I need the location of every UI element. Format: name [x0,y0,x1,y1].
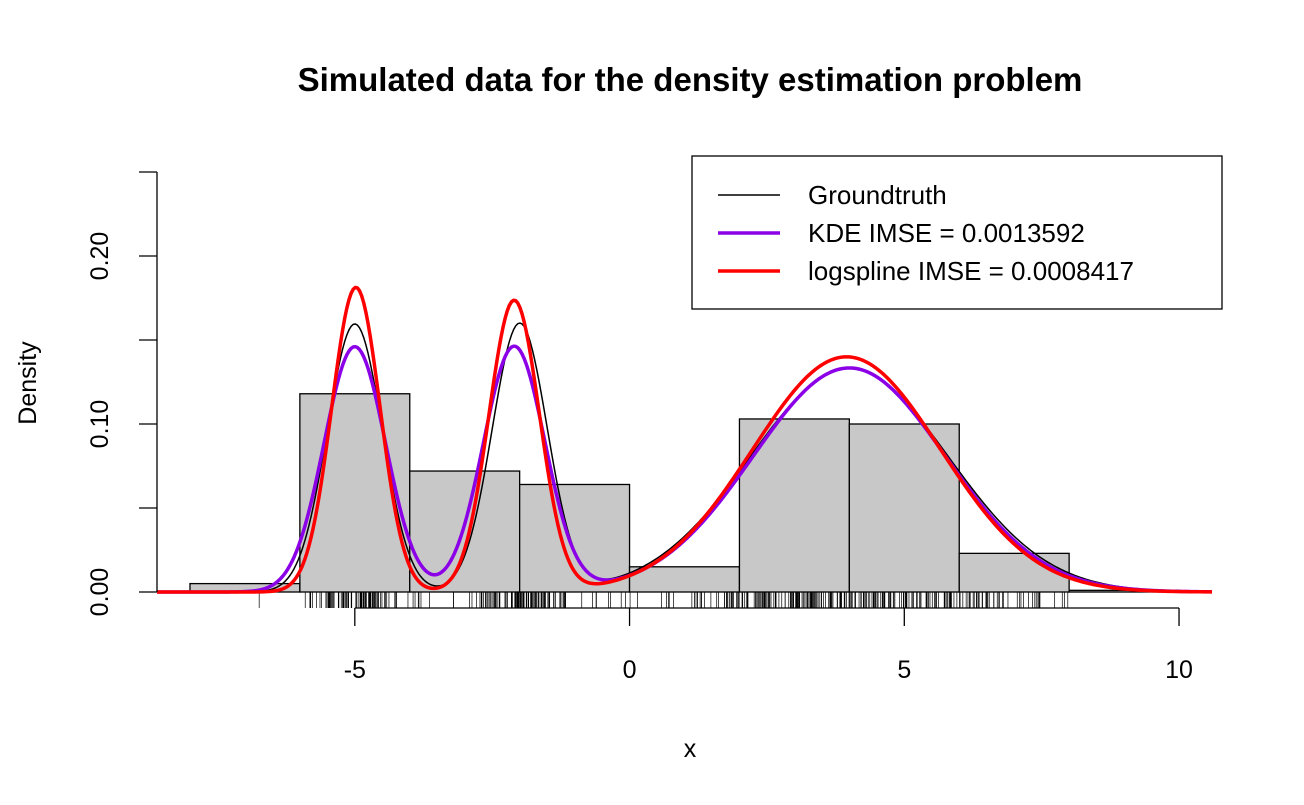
y-tick-label: 0.00 [86,568,114,617]
histogram-bar [628,566,741,593]
legend-label: KDE IMSE = 0.0013592 [808,218,1085,248]
x-axis-label: x [684,735,697,763]
density-curves [157,285,1213,594]
legend-label: logspline IMSE = 0.0008417 [808,256,1134,286]
chart-title: Simulated data for the density estimatio… [298,61,1083,98]
histogram-bar [409,470,521,593]
x-tick-label: -5 [344,656,366,684]
series-line-logspline [157,285,1213,594]
x-tick-label: 10 [1165,656,1193,684]
histogram-bars [189,393,1180,593]
y-tick-label: 0.20 [86,232,114,281]
y-axis-label: Density [14,341,42,425]
y-tick-label: 0.10 [86,400,114,449]
legend: Groundtruth KDE IMSE = 0.0013592 logspline… [691,155,1223,310]
legend-label: Groundtruth [808,180,947,210]
axes: -5 0 5 10 0.00 0.10 0.20 [86,171,1193,684]
histogram-bar [519,483,631,593]
x-tick-label: 5 [897,656,911,684]
x-tick-label: 0 [623,656,637,684]
legend-box [691,155,1223,310]
rug-marks [258,592,1069,608]
